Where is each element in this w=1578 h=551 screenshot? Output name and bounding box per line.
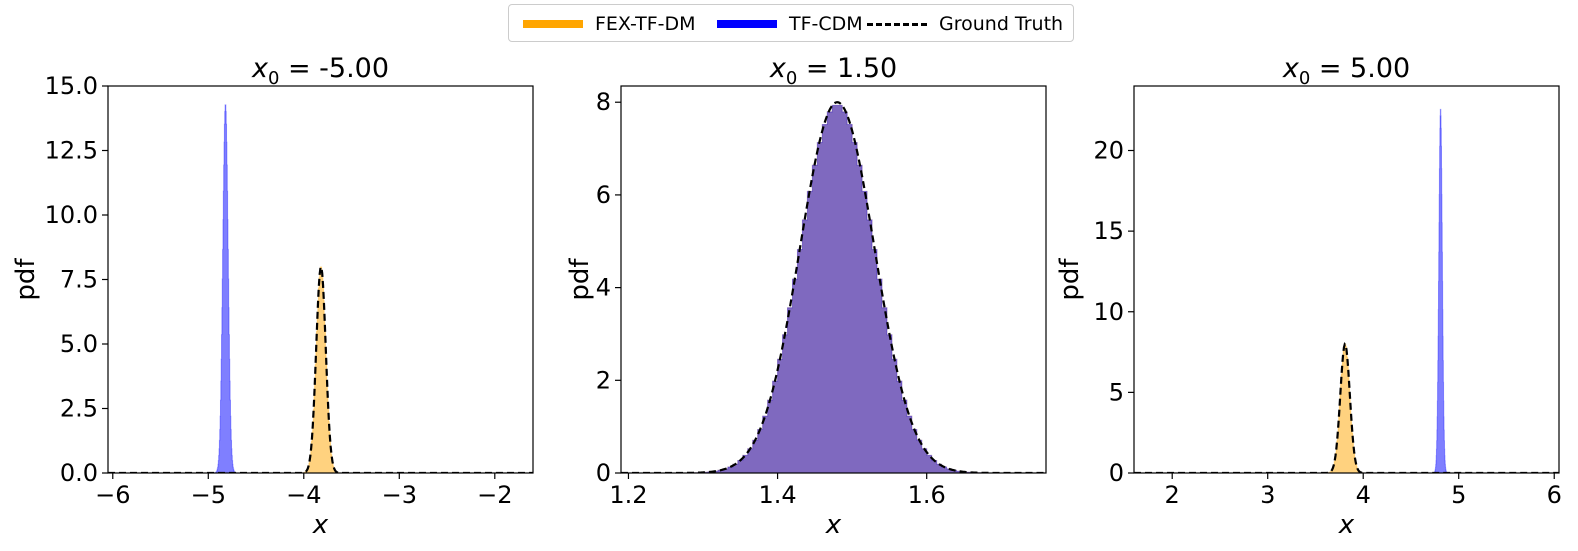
y-axis-label-2: pdf	[565, 258, 595, 301]
x-tick-label-3-1: 3	[1260, 481, 1275, 509]
legend-item-tf-cdm: TF-CDM	[717, 5, 863, 43]
hist-tf-cdm-2	[687, 104, 987, 473]
y-tick-label-1-5: 12.5	[45, 137, 98, 165]
legend-item-ground-truth: Ground Truth	[867, 5, 1063, 43]
y-tick-label-2-2: 4	[596, 274, 611, 302]
x-tick-label-1-4: −2	[477, 481, 512, 509]
subplot-2: 1.2 1.4 1.6 0 2 4 6 8 x0 = 1.50 x pdf	[565, 53, 1047, 540]
subplot-title-1: x0 = -5.00	[251, 53, 389, 89]
x-axis-label-3: x	[1338, 510, 1355, 540]
x-axis-label-1: x	[312, 510, 329, 540]
axes-frame-2	[620, 85, 1047, 474]
y-axis-label-3: pdf	[1055, 258, 1085, 301]
y-tick-label-2-4: 8	[596, 88, 611, 116]
x-tick-label-3-4: 6	[1547, 481, 1562, 509]
hist-fex-tf-dm-1	[301, 266, 341, 473]
y-tick-label-1-4: 10.0	[45, 201, 98, 229]
y-tick-label-3-3: 15	[1093, 217, 1124, 245]
plot-area-3	[1134, 108, 1559, 473]
x-tick-label-2-1: 1.4	[758, 481, 796, 509]
legend-item-fex-tf-dm: FEX-TF-DM	[523, 5, 696, 43]
x-tick-label-3-2: 4	[1356, 481, 1371, 509]
subplot-3: 2 3 4 5 6 0 5 10 15 20 x0 = 5.00 x pdf	[1055, 53, 1562, 540]
axes-frame-3	[1133, 85, 1560, 474]
legend-label-ground-truth: Ground Truth	[939, 13, 1064, 35]
y-tick-label-1-6: 15.0	[45, 72, 98, 100]
x-tick-label-2-2: 1.6	[908, 481, 946, 509]
y-tick-label-1-3: 7.5	[60, 266, 98, 294]
x-axis-label-2: x	[825, 510, 842, 540]
y-tick-label-2-1: 2	[596, 366, 611, 394]
hist-tf-cdm-1	[214, 104, 237, 473]
y-tick-label-3-0: 0	[1109, 459, 1124, 487]
y-tick-label-3-2: 10	[1093, 298, 1124, 326]
y-tick-label-1-1: 2.5	[60, 395, 98, 423]
legend: FEX-TF-DM TF-CDM Ground Truth	[508, 4, 1074, 42]
x-tick-label-3-3: 5	[1451, 481, 1466, 509]
legend-label-fex-tf-dm: FEX-TF-DM	[595, 13, 696, 35]
y-tick-label-2-3: 6	[596, 181, 611, 209]
legend-swatch-tf-cdm	[717, 20, 777, 28]
ground-truth-line-3	[1134, 342, 1559, 473]
legend-label-tf-cdm: TF-CDM	[789, 13, 863, 35]
x-tick-label-3-0: 2	[1165, 481, 1180, 509]
subplot-title-2: x0 = 1.50	[769, 53, 897, 89]
y-tick-label-2-0: 0	[596, 459, 611, 487]
hist-tf-cdm-3	[1433, 108, 1448, 473]
subplot-title-3: x0 = 5.00	[1282, 53, 1410, 89]
legend-swatch-fex-tf-dm	[523, 20, 583, 28]
y-tick-label-3-1: 5	[1109, 378, 1124, 406]
y-axis-label-1: pdf	[11, 258, 41, 301]
x-tick-label-1-1: −5	[191, 481, 226, 509]
y-tick-label-1-2: 5.0	[60, 330, 98, 358]
subplot-1: −6 −5 −4 −3 −2 0.0 2.5 5.0 7.5 10.0 12.5 15.0 x0 = -…	[11, 53, 534, 540]
x-tick-label-1-3: −3	[382, 481, 417, 509]
x-tick-label-1-2: −4	[286, 481, 321, 509]
legend-swatch-ground-truth	[867, 22, 927, 26]
plot-area-1	[108, 104, 533, 473]
y-tick-label-3-4: 20	[1093, 137, 1124, 165]
plot-area-2	[621, 101, 1046, 473]
x-tick-label-2-0: 1.2	[609, 481, 647, 509]
hist-fex-tf-dm-3	[1325, 343, 1365, 473]
x-tick-label-1-0: −6	[95, 481, 130, 509]
y-tick-label-1-0: 0.0	[60, 459, 98, 487]
